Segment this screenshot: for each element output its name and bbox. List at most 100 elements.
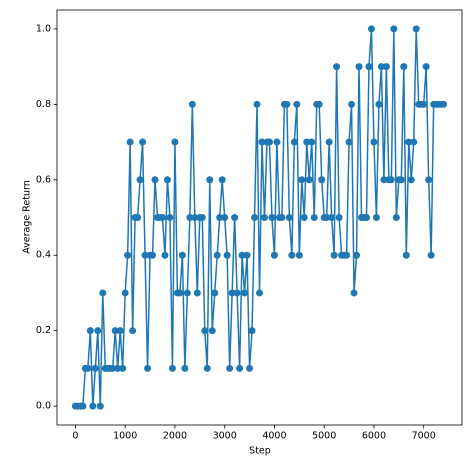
point [211,289,219,297]
point [353,251,361,259]
point [350,289,358,297]
point [163,176,171,184]
x-tick-label: 6000 [362,431,386,442]
x-tick-label: 5000 [312,431,336,442]
point [325,138,333,146]
point [285,214,293,221]
point [397,176,405,184]
point [136,176,144,184]
y-tick-label: 1.0 [36,23,51,34]
point [208,327,216,335]
point [141,251,149,259]
point [198,214,206,221]
y-tick-label: 0.4 [36,250,51,261]
x-axis-label: Step [249,446,271,457]
series-line [75,28,444,407]
point [420,100,428,108]
point [375,100,383,108]
point [161,251,169,259]
point [295,251,303,259]
point [270,251,278,259]
point [382,63,390,71]
point [178,251,186,259]
point [330,251,338,259]
point [158,214,166,221]
point [362,214,370,221]
point [303,138,311,146]
point [116,327,124,335]
point [315,100,323,108]
point [300,214,308,221]
point [390,25,398,33]
point [134,214,142,221]
point [251,214,259,221]
point [387,176,395,184]
point [111,327,119,335]
point [168,364,176,372]
point [86,327,94,335]
point [206,176,214,184]
point [343,251,351,259]
point [89,402,97,410]
point [91,364,99,372]
x-tick-label: 3000 [213,431,237,442]
y-tick-label: 0.8 [36,99,51,110]
point [149,251,157,259]
point [121,289,129,297]
point [238,251,246,259]
point [440,100,448,108]
point [278,214,286,221]
point [94,327,102,335]
y-axis-label: Average Return [22,180,33,254]
point [407,176,415,184]
point [258,138,266,146]
point [191,214,199,221]
point [218,176,226,184]
point [109,364,117,372]
point [171,138,179,146]
plot-frame [56,9,463,426]
point [144,364,152,372]
y-tick-label: 0.6 [36,174,51,185]
point [367,25,375,33]
point [99,289,107,297]
point [114,364,122,372]
point [213,251,221,259]
point [166,214,174,221]
point [228,289,236,297]
point [377,63,385,71]
point [246,364,254,372]
point [248,327,256,335]
point [260,214,268,221]
point [380,176,388,184]
point [283,100,291,108]
point [216,214,224,221]
point [268,214,276,221]
point [288,251,296,259]
point [427,251,435,259]
point [233,289,241,297]
point [84,364,92,372]
point [243,251,251,259]
point [422,63,430,71]
point [355,63,363,71]
point [151,176,159,184]
point [345,138,353,146]
x-tick-label: 2000 [163,431,187,442]
point [231,214,239,221]
point [372,214,380,221]
point [370,138,378,146]
x-tick-label: 1000 [113,431,137,442]
point [365,63,373,71]
point [328,214,336,221]
point [253,100,261,108]
point [203,364,211,372]
point [201,327,209,335]
point [392,214,400,221]
point [79,402,87,410]
point [273,138,281,146]
point [318,176,326,184]
point [129,327,137,335]
point [305,176,313,184]
